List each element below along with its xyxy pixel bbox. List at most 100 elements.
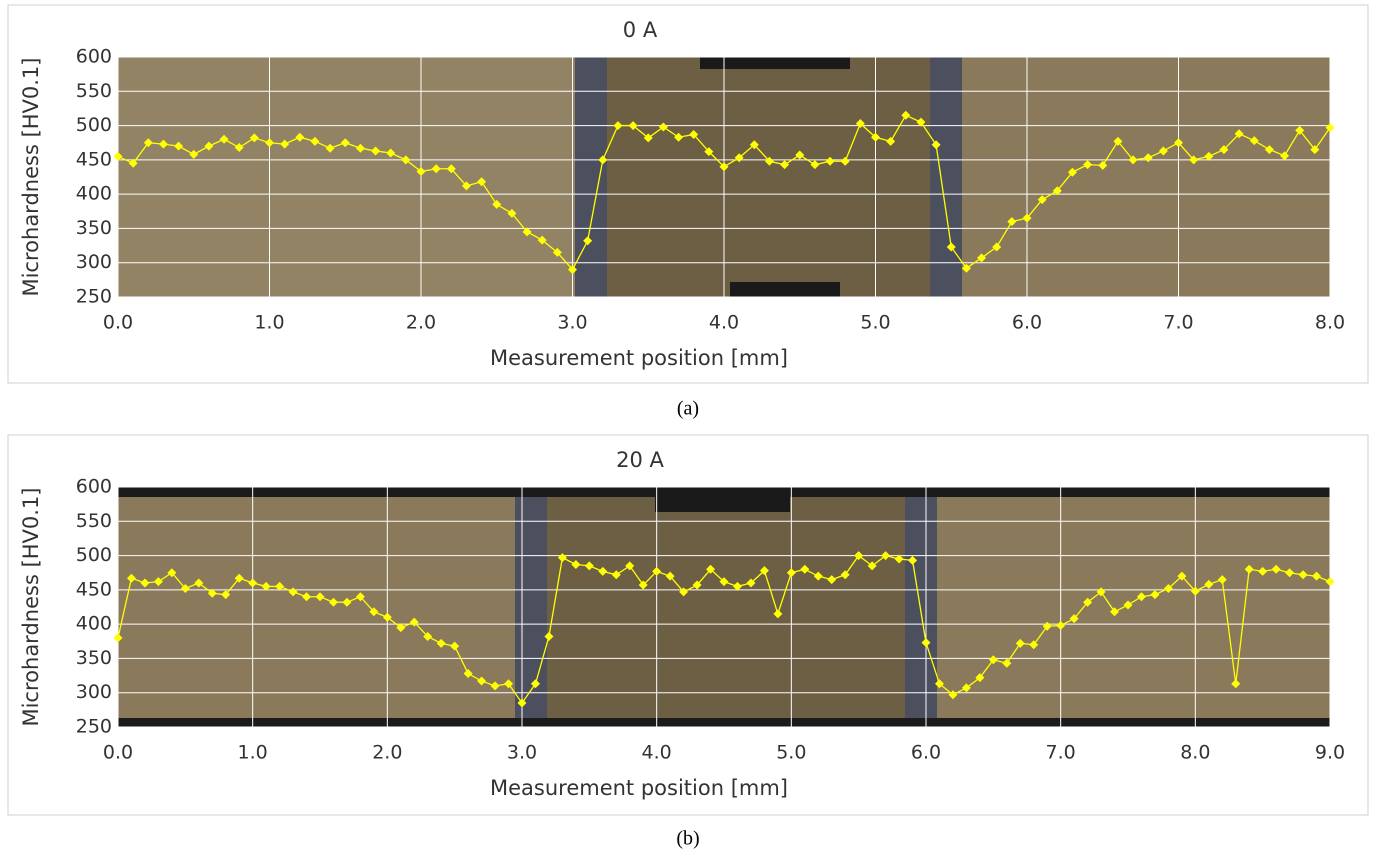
x-tick-label: 8.0: [1180, 742, 1210, 764]
micrograph-band: [905, 497, 937, 718]
data-point: [1150, 590, 1160, 600]
data-point: [613, 121, 623, 131]
data-point: [732, 581, 742, 591]
y-axis-label: Microhardness [HV0.1]: [19, 57, 43, 296]
data-point: [946, 242, 956, 252]
data-point: [611, 570, 621, 580]
y-tick-label: 550: [76, 510, 112, 532]
data-point: [894, 554, 904, 564]
data-point: [1177, 571, 1187, 581]
data-point: [961, 683, 971, 693]
data-point: [1113, 136, 1123, 146]
data-point: [1029, 640, 1039, 650]
data-point: [463, 669, 473, 679]
data-point: [328, 597, 338, 607]
data-point: [795, 150, 805, 160]
data-point: [477, 177, 487, 187]
data-point: [401, 155, 411, 165]
data-point: [1110, 607, 1120, 617]
data-point: [189, 149, 199, 159]
y-axis-label: Microhardness [HV0.1]: [19, 487, 43, 726]
data-point: [113, 633, 123, 643]
data-point: [1244, 564, 1254, 574]
data-point: [1163, 583, 1173, 593]
data-point: [369, 607, 379, 617]
data-point: [416, 167, 426, 177]
data-point: [557, 553, 567, 563]
data-point: [948, 690, 958, 700]
data-point: [207, 588, 217, 598]
data-point: [436, 638, 446, 648]
x-tick-label: 8.0: [1315, 312, 1345, 334]
data-point: [598, 566, 608, 576]
data-point: [1037, 195, 1047, 205]
data-point: [719, 577, 729, 587]
data-point: [867, 561, 877, 571]
x-tick-label: 5.0: [776, 742, 806, 764]
data-point: [295, 132, 305, 142]
data-point: [158, 139, 168, 149]
data-point: [340, 138, 350, 148]
data-point: [871, 132, 880, 142]
x-tick-label: 1.0: [254, 312, 284, 334]
x-tick-label: 0.0: [103, 742, 133, 764]
data-point: [704, 147, 714, 157]
data-point: [1052, 186, 1062, 196]
data-point: [126, 573, 136, 583]
data-point: [477, 676, 487, 686]
data-point: [977, 253, 987, 263]
data-point: [355, 592, 365, 602]
data-point: [901, 110, 911, 120]
x-tick-label: 7.0: [1046, 742, 1076, 764]
data-point: [544, 631, 554, 641]
x-tick-label: 2.0: [406, 312, 436, 334]
data-point: [916, 117, 926, 127]
data-point: [265, 138, 274, 148]
micrograph-defect: [730, 282, 840, 297]
x-tick-label: 4.0: [642, 742, 672, 764]
data-point: [1002, 658, 1012, 668]
data-point: [583, 236, 593, 246]
data-point: [674, 132, 684, 142]
y-tick-label: 500: [76, 114, 112, 136]
data-point: [692, 580, 702, 590]
data-point: [180, 583, 190, 593]
y-tick-label: 600: [76, 476, 112, 498]
data-point: [759, 566, 769, 576]
data-point: [315, 592, 325, 602]
data-point: [1143, 153, 1153, 163]
data-point: [813, 571, 823, 581]
data-point: [537, 235, 547, 245]
data-point: [975, 673, 985, 683]
data-point: [288, 587, 298, 597]
data-point: [1189, 155, 1199, 165]
data-point: [552, 247, 562, 257]
data-point: [628, 121, 638, 131]
data-point: [280, 139, 290, 149]
data-point: [221, 590, 231, 600]
y-tick-label: 450: [76, 578, 112, 600]
data-point: [507, 208, 517, 218]
data-point: [1204, 579, 1214, 589]
data-point: [827, 575, 837, 585]
data-point: [1310, 145, 1320, 155]
x-tick-label: 6.0: [1012, 312, 1042, 334]
data-point: [1083, 160, 1093, 170]
chart-title: 20 A: [616, 448, 664, 472]
data-point: [706, 564, 716, 574]
y-tick-label: 300: [76, 251, 112, 273]
data-point: [310, 136, 320, 146]
data-point: [1217, 575, 1227, 585]
data-point: [665, 571, 675, 581]
data-point: [734, 153, 744, 163]
data-point: [1295, 125, 1305, 135]
x-axis-label: Measurement position [mm]: [490, 776, 788, 800]
data-point: [194, 578, 204, 588]
data-point: [854, 551, 864, 561]
x-tick-label: 4.0: [709, 312, 739, 334]
data-point: [1325, 123, 1335, 133]
data-point: [234, 143, 244, 153]
data-point: [881, 551, 891, 561]
data-point: [825, 156, 835, 166]
data-point: [908, 555, 918, 565]
